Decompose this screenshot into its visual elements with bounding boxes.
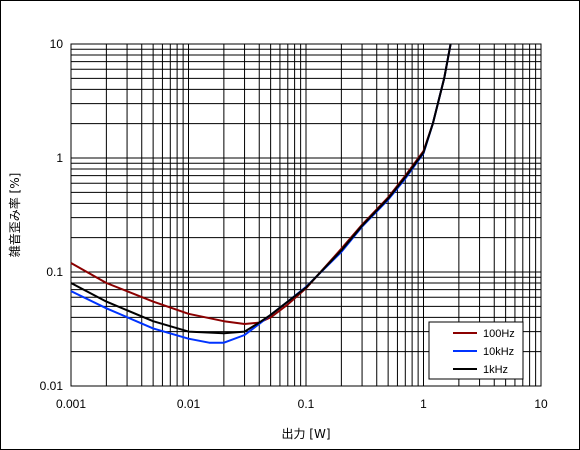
x-tick-label: 10 bbox=[534, 397, 548, 411]
legend-label: 10kHz bbox=[483, 346, 514, 358]
legend: 100Hz 10kHz 1kHz bbox=[428, 321, 524, 380]
y-axis-title: 雑音歪み率 [%] bbox=[7, 173, 22, 258]
y-tick-label: 1 bbox=[56, 151, 63, 165]
x-tick-label: 1 bbox=[420, 397, 427, 411]
series-layer bbox=[70, 43, 452, 344]
plot-border bbox=[70, 43, 542, 387]
legend-label: 100Hz bbox=[483, 328, 515, 340]
x-tick-labels: 0.001 0.01 0.1 1 10 bbox=[56, 397, 548, 411]
x-tick-label: 0.1 bbox=[298, 397, 315, 411]
y-tick-label: 0.1 bbox=[46, 265, 63, 279]
y-tick-label: 0.01 bbox=[40, 379, 64, 393]
legend-label: 1kHz bbox=[483, 364, 508, 376]
y-tick-labels: 0.01 0.1 1 10 bbox=[40, 37, 64, 393]
x-axis-title: 出力 [W] bbox=[281, 427, 330, 441]
x-tick-label: 0.001 bbox=[56, 397, 86, 411]
y-tick-label: 10 bbox=[50, 37, 64, 51]
grid bbox=[70, 44, 541, 387]
x-tick-label: 0.01 bbox=[177, 397, 201, 411]
series-line-1khz bbox=[70, 43, 452, 335]
